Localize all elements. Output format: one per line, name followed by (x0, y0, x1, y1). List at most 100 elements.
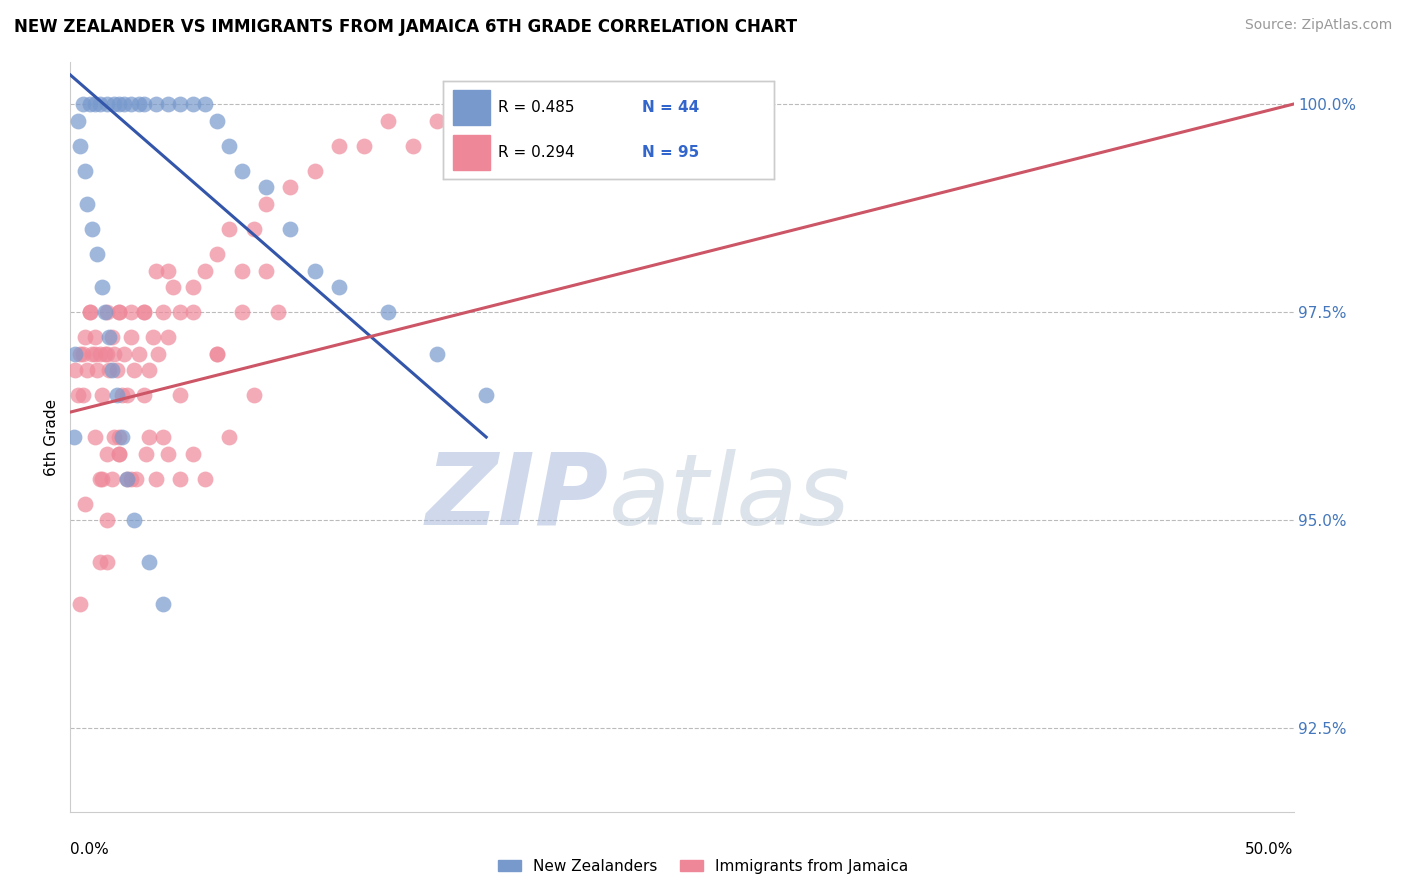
Point (169, 97, 191, 112)
Text: Source: ZipAtlas.com: Source: ZipAtlas.com (1244, 18, 1392, 32)
Y-axis label: 6th Grade: 6th Grade (44, 399, 59, 475)
Point (69, 138, 91, 153)
Point (138, 363, 160, 377)
Point (91, 388, 114, 402)
Point (101, 330, 124, 344)
Point (181, 97, 204, 112)
Point (145, 472, 167, 486)
Point (138, 430, 160, 444)
Point (181, 280, 204, 294)
Point (76, 197, 98, 211)
Point (181, 305, 204, 319)
Point (72, 347, 94, 361)
Point (157, 97, 180, 112)
Point (103, 430, 125, 444)
Point (254, 263, 277, 277)
Point (91, 280, 114, 294)
Point (82, 222, 104, 236)
Point (115, 472, 138, 486)
Point (69, 597, 91, 611)
Point (328, 280, 350, 294)
Point (79, 305, 101, 319)
Point (671, 97, 693, 112)
Point (450, 97, 472, 112)
Point (63, 430, 86, 444)
Point (152, 305, 174, 319)
Point (66, 388, 89, 402)
Point (194, 97, 217, 112)
Point (353, 138, 375, 153)
Text: 0.0%: 0.0% (70, 842, 110, 856)
Point (96, 97, 118, 112)
Point (115, 388, 138, 402)
Point (243, 222, 266, 236)
Point (103, 347, 125, 361)
Point (162, 280, 184, 294)
Point (86, 363, 108, 377)
Point (548, 113, 571, 128)
Point (111, 388, 134, 402)
Point (79, 97, 101, 112)
Point (112, 347, 135, 361)
Legend: New Zealanders, Immigrants from Jamaica: New Zealanders, Immigrants from Jamaica (492, 853, 914, 880)
Point (89, 347, 111, 361)
Point (148, 347, 170, 361)
Point (96, 513, 118, 527)
Point (128, 97, 150, 112)
Point (121, 330, 143, 344)
Point (73, 330, 96, 344)
Point (205, 347, 228, 361)
Point (218, 138, 240, 153)
Point (377, 113, 399, 128)
Point (83, 430, 105, 444)
Point (280, 180, 302, 194)
Point (152, 597, 174, 611)
Point (98, 363, 121, 377)
Point (181, 447, 204, 461)
Point (101, 472, 124, 486)
Point (231, 263, 253, 277)
Point (86, 247, 108, 261)
Point (128, 347, 150, 361)
Point (96, 447, 118, 461)
Point (132, 388, 155, 402)
Point (194, 472, 217, 486)
Point (169, 305, 191, 319)
Point (103, 97, 125, 112)
Point (121, 305, 143, 319)
Point (121, 472, 143, 486)
Point (499, 97, 522, 112)
Point (475, 388, 498, 402)
Point (205, 113, 228, 128)
Point (157, 330, 180, 344)
Text: atlas: atlas (609, 449, 851, 546)
Point (108, 430, 131, 444)
Point (111, 430, 134, 444)
Point (426, 347, 449, 361)
Point (218, 430, 240, 444)
Point (93, 347, 115, 361)
Point (73, 163, 96, 178)
Point (66, 113, 89, 128)
Point (89, 472, 111, 486)
Point (426, 113, 449, 128)
Text: 50.0%: 50.0% (1246, 842, 1294, 856)
Point (280, 222, 302, 236)
Point (108, 447, 131, 461)
Point (132, 305, 155, 319)
Point (96, 347, 118, 361)
Point (72, 388, 94, 402)
Point (169, 472, 191, 486)
Point (122, 363, 145, 377)
Point (69, 347, 91, 361)
Point (157, 447, 180, 461)
Point (132, 97, 155, 112)
Point (254, 180, 277, 194)
Point (96, 305, 118, 319)
Point (108, 447, 131, 461)
Point (304, 163, 326, 178)
Point (105, 363, 128, 377)
Point (121, 97, 143, 112)
Point (63, 347, 86, 361)
Point (91, 472, 114, 486)
